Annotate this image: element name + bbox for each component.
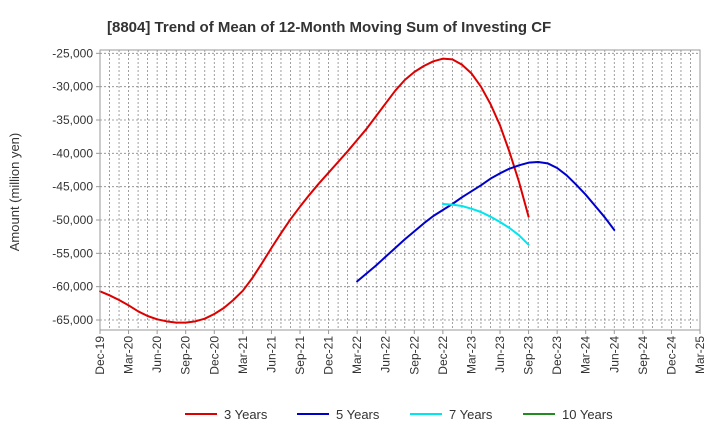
- plot-frame: [99, 49, 701, 331]
- x-tick-label: Jun-22: [379, 336, 393, 373]
- y-tick-label: -60,000: [52, 280, 93, 294]
- y-tick-label: -25,000: [52, 46, 93, 60]
- x-tick-label: Dec-24: [664, 336, 678, 375]
- x-tick-label: Mar-21: [236, 336, 250, 374]
- y-tick-label: -45,000: [52, 180, 93, 194]
- y-tick-label: -65,000: [52, 313, 93, 327]
- series-line-7-years: [441, 203, 530, 246]
- x-tick-label: Sep-21: [293, 336, 307, 375]
- y-tick-label: -50,000: [52, 213, 93, 227]
- legend: 3 Years 5 Years 7 Years 10 Years: [185, 407, 613, 422]
- y-tick-label: -30,000: [52, 80, 93, 94]
- y-tick-label: -40,000: [52, 146, 93, 160]
- x-tick-label: Mar-23: [464, 336, 478, 374]
- x-tick-label: Dec-19: [93, 336, 107, 375]
- y-axis-label: Amount (million yen): [7, 133, 22, 252]
- plot-area: [100, 50, 700, 330]
- x-tick-label: Dec-20: [207, 336, 221, 375]
- series-layer: [99, 57, 616, 324]
- legend-label: 10 Years: [562, 407, 613, 422]
- x-tick-label: Dec-21: [322, 336, 336, 375]
- x-tick-label: Sep-22: [407, 336, 421, 375]
- x-tick-label: Sep-23: [522, 336, 536, 375]
- x-tick-label: Mar-25: [693, 336, 707, 374]
- chart-title: [8804] Trend of Mean of 12-Month Moving …: [107, 19, 551, 36]
- legend-label: 3 Years: [224, 407, 268, 422]
- x-tick-label: Mar-24: [579, 336, 593, 374]
- y-tick-label: -35,000: [52, 113, 93, 127]
- legend-label: 7 Years: [449, 407, 493, 422]
- x-tick-label: Sep-20: [179, 336, 193, 375]
- y-tick-label: -55,000: [52, 246, 93, 260]
- x-tick-label: Jun-21: [264, 336, 278, 373]
- y-axis: -25,000 -30,000 -35,000 -40,000 -45,000 -50,0…: [52, 46, 100, 327]
- x-tick-label: Dec-23: [550, 336, 564, 375]
- x-tick-label: Dec-22: [436, 336, 450, 375]
- x-tick-label: Mar-20: [122, 336, 136, 374]
- x-axis: Dec-19 Mar-20 Jun-20 Sep-20 Dec-20 Mar-21 Jun-…: [93, 330, 707, 375]
- series-line-5-years: [356, 161, 616, 283]
- x-tick-label: Jun-24: [607, 336, 621, 373]
- grid: [100, 50, 700, 330]
- x-tick-label: Jun-23: [493, 336, 507, 373]
- x-tick-label: Mar-22: [350, 336, 364, 374]
- x-tick-label: Jun-20: [150, 336, 164, 373]
- x-tick-label: Sep-24: [636, 336, 650, 375]
- legend-label: 5 Years: [336, 407, 380, 422]
- series-line-3-years: [99, 57, 530, 324]
